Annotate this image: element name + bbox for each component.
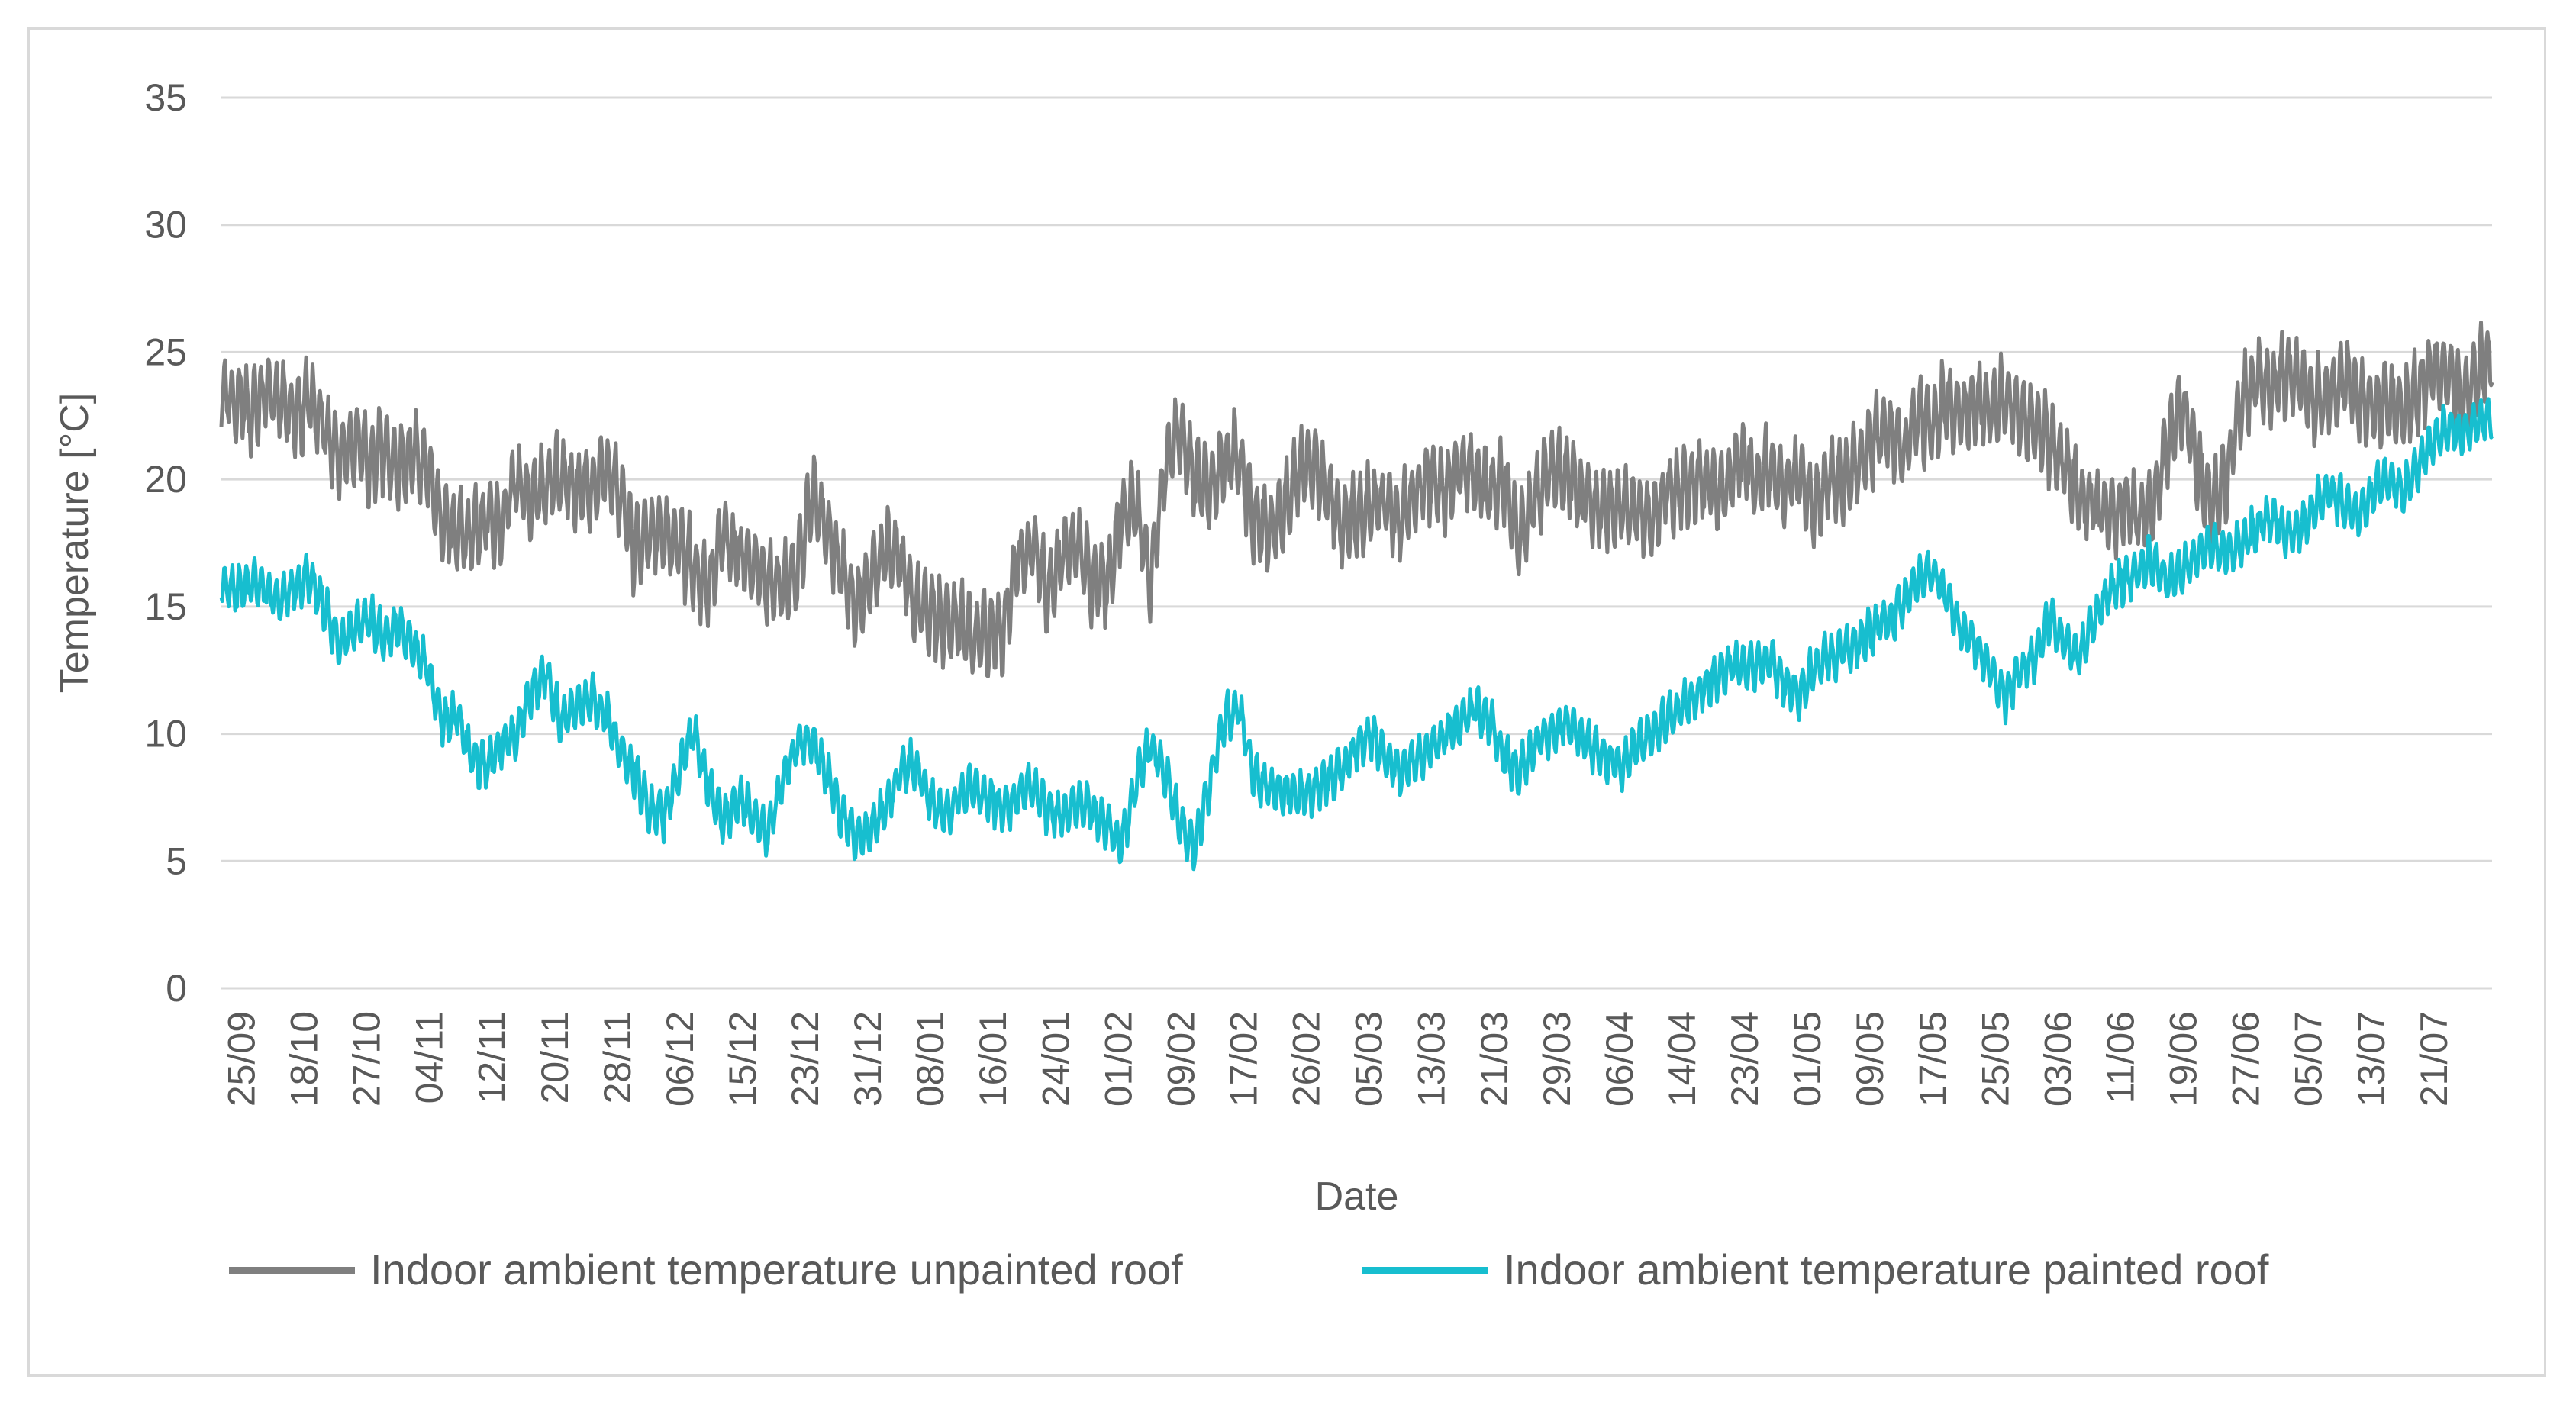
x-tick-label: 28/11 — [596, 1011, 639, 1104]
x-tick-label: 17/02 — [1223, 1011, 1265, 1107]
x-tick-label: 01/02 — [1097, 1011, 1140, 1107]
x-tick-label: 06/12 — [659, 1011, 701, 1107]
x-tick-label: 24/01 — [1034, 1011, 1077, 1107]
x-tick-label: 27/10 — [346, 1011, 388, 1107]
y-tick-label: 20 — [144, 458, 187, 501]
x-tick-label: 13/03 — [1411, 1011, 1453, 1107]
y-axis-title: Temperature [°C] — [53, 393, 97, 694]
x-tick-label: 18/10 — [282, 1011, 325, 1107]
legend: Indoor ambient temperature unpainted roo… — [229, 1245, 2269, 1294]
y-tick-label: 30 — [144, 204, 187, 246]
y-tick-label: 10 — [144, 713, 187, 756]
y-tick-label: 25 — [144, 330, 187, 373]
x-tick-label: 27/06 — [2225, 1011, 2268, 1107]
x-tick-label: 15/12 — [721, 1011, 764, 1107]
x-tick-label: 09/05 — [1849, 1011, 1891, 1107]
x-tick-label: 01/05 — [1786, 1011, 1829, 1107]
x-tick-label: 20/11 — [534, 1011, 576, 1104]
series-line-painted — [219, 397, 2494, 872]
y-axis-ticks: 0 5 10 15 20 25 30 35 — [144, 76, 187, 1010]
x-tick-label: 08/01 — [909, 1011, 952, 1107]
x-tick-label: 17/05 — [1911, 1011, 1954, 1107]
x-tick-label: 23/12 — [784, 1011, 827, 1107]
x-tick-label: 26/02 — [1285, 1011, 1328, 1107]
gridlines — [221, 96, 2492, 862]
x-tick-label: 25/05 — [1974, 1011, 2017, 1107]
x-tick-label: 14/04 — [1661, 1011, 1704, 1107]
legend-label-painted: Indoor ambient temperature painted roof — [1504, 1245, 2269, 1294]
series-line-unpainted — [219, 320, 2494, 678]
x-tick-label: 11/06 — [2099, 1011, 2142, 1104]
legend-label-unpainted: Indoor ambient temperature unpainted roo… — [370, 1245, 1183, 1294]
x-tick-label: 06/04 — [1598, 1011, 1641, 1107]
x-tick-label: 29/03 — [1536, 1011, 1578, 1107]
y-tick-label: 35 — [144, 76, 187, 119]
x-tick-label: 31/12 — [846, 1011, 889, 1107]
x-tick-label: 16/01 — [972, 1011, 1014, 1107]
x-tick-label: 23/04 — [1723, 1011, 1766, 1107]
x-tick-label: 04/11 — [408, 1011, 451, 1104]
x-tick-label: 21/03 — [1473, 1011, 1516, 1107]
x-axis-title: Date — [1315, 1174, 1399, 1219]
series-layer — [219, 320, 2494, 872]
x-axis-ticks: 25/09 18/10 27/10 04/11 12/11 20/11 28/11 06/12… — [220, 1011, 2455, 1107]
x-tick-label: 21/07 — [2413, 1011, 2455, 1107]
x-tick-label: 19/06 — [2162, 1011, 2205, 1107]
y-tick-label: 15 — [144, 585, 187, 628]
x-tick-label: 05/03 — [1348, 1011, 1391, 1107]
x-tick-label: 25/09 — [220, 1011, 263, 1107]
x-tick-label: 03/06 — [2036, 1011, 2079, 1107]
x-tick-label: 13/07 — [2350, 1011, 2393, 1107]
x-tick-label: 05/07 — [2287, 1011, 2330, 1107]
y-tick-label: 5 — [166, 839, 187, 882]
y-tick-label: 0 — [166, 967, 187, 1010]
x-tick-label: 09/02 — [1159, 1011, 1202, 1107]
x-tick-label: 12/11 — [471, 1011, 514, 1104]
